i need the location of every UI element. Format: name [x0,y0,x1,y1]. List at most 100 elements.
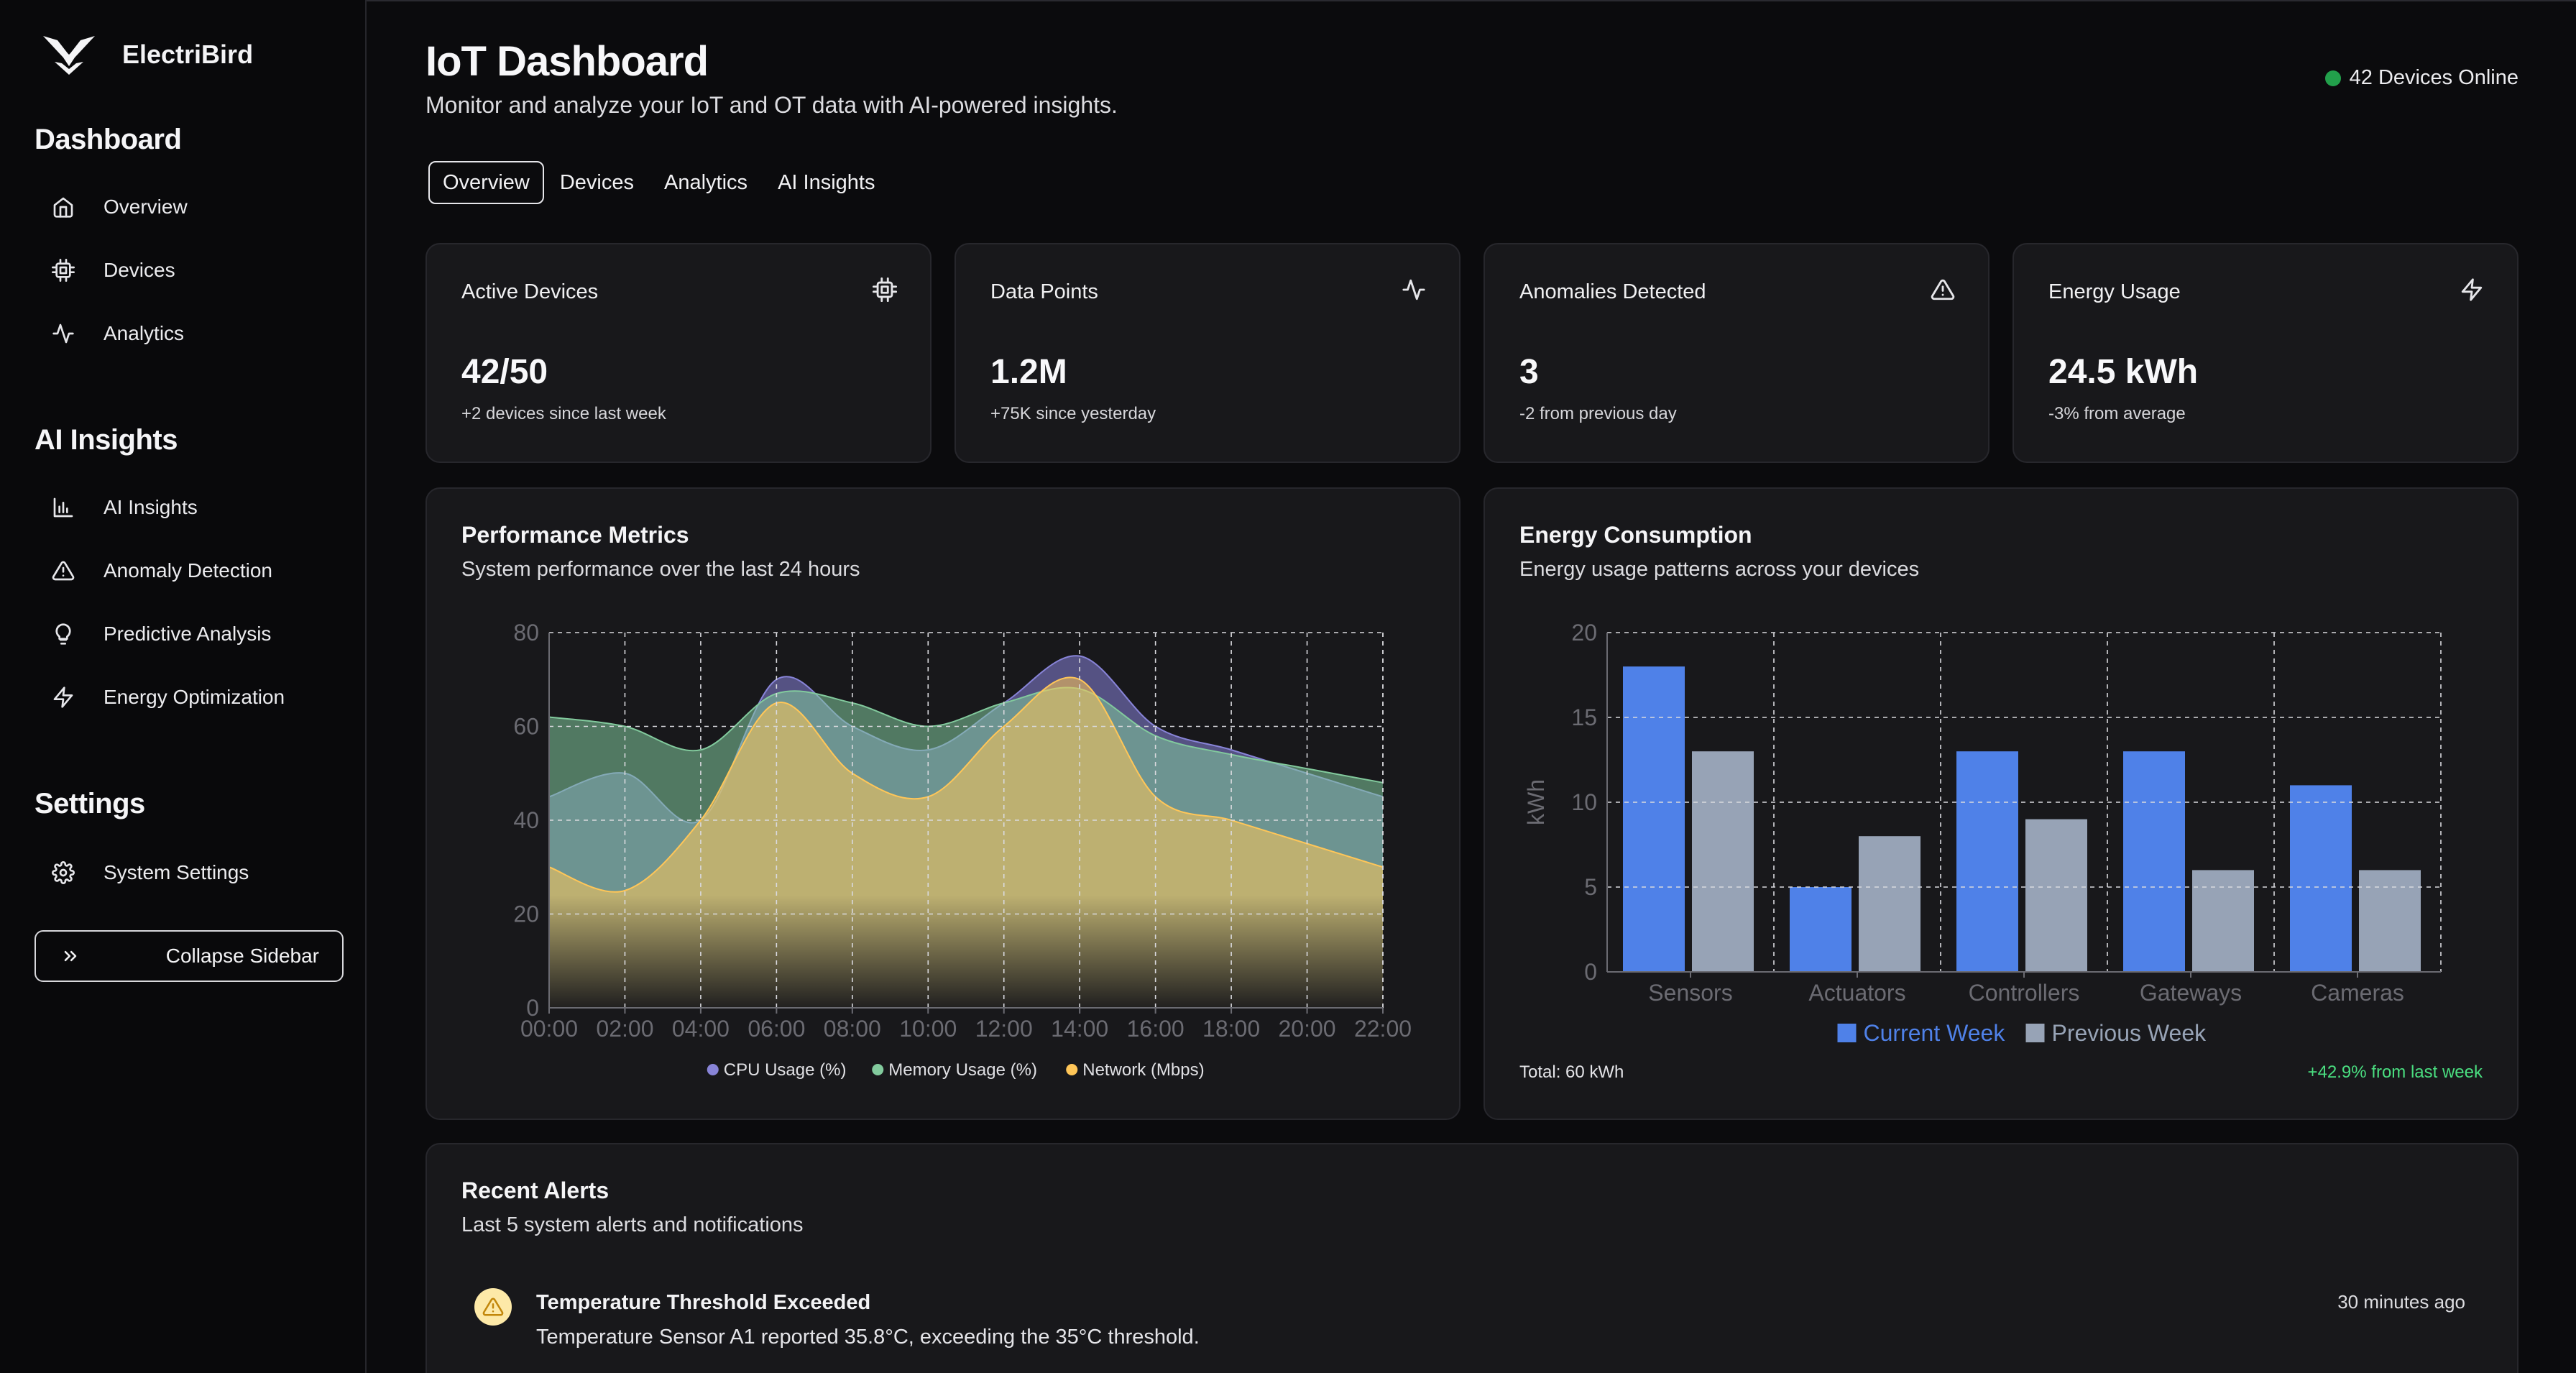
sidebar-item-devices[interactable]: Devices [52,249,339,292]
activity-icon [52,323,74,344]
page-subtitle: Monitor and analyze your IoT and OT data… [426,92,1118,118]
stat-card-active-devices: Active Devices 42/50 +2 devices since la… [426,243,932,463]
stat-label: Anomalies Detected [1519,280,1706,303]
x-tick-label: 06:00 [748,1016,805,1042]
y-tick-label: 10 [1571,789,1597,815]
x-tick-label: 12:00 [975,1016,1033,1042]
sidebar-item-analytics[interactable]: Analytics [52,312,339,355]
sidebar-item-anomaly-detection[interactable]: Anomaly Detection [52,549,339,592]
sidebar-item-label: Overview [104,196,188,218]
sidebar-item-overview[interactable]: Overview [52,185,339,229]
legend-label: Memory Usage (%) [888,1060,1037,1080]
tab-analytics[interactable]: Analytics [664,170,748,194]
x-tick-label: 00:00 [520,1016,578,1042]
page-title: IoT Dashboard [426,38,709,85]
lightbulb-icon [55,623,71,645]
alert-title[interactable]: Temperature Threshold Exceeded [536,1291,871,1314]
stat-value: 24.5 kWh [2048,353,2199,391]
x-tick-label: 16:00 [1127,1016,1184,1042]
stat-label: Active Devices [461,280,599,303]
x-tick-label: 18:00 [1202,1016,1260,1042]
stat-change: -2 from previous day [1519,404,1677,423]
bar [2192,870,2254,972]
card-title: Recent Alerts [461,1177,610,1203]
sidebar-item-label: Devices [104,259,175,281]
y-tick-label: 0 [526,995,539,1021]
collapse-sidebar-button[interactable]: Collapse Sidebar [34,930,344,982]
sidebar-section-dashboard: Dashboard [34,124,182,155]
top-border [0,0,2576,1]
stat-change: +75K since yesterday [990,404,1156,423]
devices-online-label: 42 Devices Online [2349,66,2518,89]
sidebar-item-predictive-analysis[interactable]: Predictive Analysis [52,612,339,656]
x-tick-label: Sensors [1648,980,1732,1006]
energy-change: +42.9% from last week [2307,1062,2483,1082]
bar [2025,819,2087,972]
sidebar-item-label: Energy Optimization [104,686,285,708]
y-tick-label: 0 [1584,959,1597,985]
bird-logo-icon [43,36,95,75]
activity-icon [1402,279,1425,300]
x-tick-label: 02:00 [596,1016,653,1042]
energy-total: Total: 60 kWh [1519,1062,1624,1082]
status-dot [2324,70,2341,86]
tab-ai-insights[interactable]: AI Insights [778,170,875,194]
card-description: Energy usage patterns across your device… [1519,558,1920,581]
bar-chart-icon [53,497,73,518]
x-tick-label: 04:00 [672,1016,730,1042]
performance-area-chart: 0 20 40 60 80 00:00 02:00 04:00 06:00 08:00 10:00 1… [513,620,1412,1080]
stat-card-energy-usage: Energy Usage 24.5 kWh -3% from average [2012,243,2518,463]
stat-value: 1.2M [990,353,1067,391]
x-tick-label: 08:00 [824,1016,881,1042]
bar [1692,751,1754,972]
chevrons-right-icon [64,950,77,962]
sidebar-item-energy-optimization[interactable]: Energy Optimization [52,676,339,719]
card-title: Performance Metrics [461,522,689,548]
y-axis-label: kWh [1523,779,1549,825]
home-icon [53,197,73,218]
recent-alerts-card: Recent Alerts Last 5 system alerts and n… [426,1143,2518,1373]
x-tick-label: 22:00 [1354,1016,1412,1042]
legend-label: Previous Week [2052,1020,2207,1046]
sidebar-item-system-settings[interactable]: System Settings [52,851,339,894]
y-tick-label: 80 [513,620,539,646]
tab-overview[interactable]: Overview [428,161,544,204]
sidebar-item-label: Predictive Analysis [104,623,272,645]
legend-label: Network (Mbps) [1082,1060,1204,1080]
legend-label: CPU Usage (%) [724,1060,847,1080]
stat-card-anomalies: Anomalies Detected 3 -2 from previous da… [1484,243,1990,463]
x-tick-label: Controllers [1969,980,2080,1006]
stat-value: 42/50 [461,353,548,391]
energy-consumption-card: Energy Consumption Energy usage patterns… [1484,487,2518,1120]
legend-label: Current Week [1864,1020,2006,1046]
card-description: Last 5 system alerts and notifications [461,1213,804,1236]
x-tick-label: Gateways [2140,980,2242,1006]
devices-online-status: 42 Devices Online [2324,66,2518,90]
x-tick-label: 10:00 [899,1016,957,1042]
tab-devices[interactable]: Devices [559,170,635,194]
zap-icon [53,686,73,708]
x-tick-label: 14:00 [1051,1016,1108,1042]
y-tick-label: 20 [1571,620,1597,646]
stat-change: +2 devices since last week [461,404,666,423]
collapse-sidebar-label: Collapse Sidebar [165,945,319,967]
performance-metrics-card: Performance Metrics System performance o… [426,487,1460,1120]
zap-icon [2461,278,2483,301]
alert-triangle-icon [52,561,75,581]
card-description: System performance over the last 24 hour… [461,558,860,581]
legend-marker [1066,1064,1078,1075]
app-name: ElectriBird [122,40,254,69]
stat-value: 3 [1519,353,1539,391]
brand[interactable]: ElectriBird [42,33,253,76]
sidebar-item-label: Anomaly Detection [104,559,273,582]
y-tick-label: 15 [1571,704,1597,730]
bar [2123,751,2185,972]
legend-marker [2025,1024,2045,1042]
cpu-icon [52,259,75,282]
legend-marker [1837,1024,1857,1042]
alert-triangle-icon [1931,279,1955,300]
sidebar-section-ai-insights: AI Insights [34,424,178,456]
x-tick-label: Cameras [2311,980,2404,1006]
sidebar-item-ai-insights[interactable]: AI Insights [52,486,339,529]
stat-label: Data Points [990,280,1098,303]
